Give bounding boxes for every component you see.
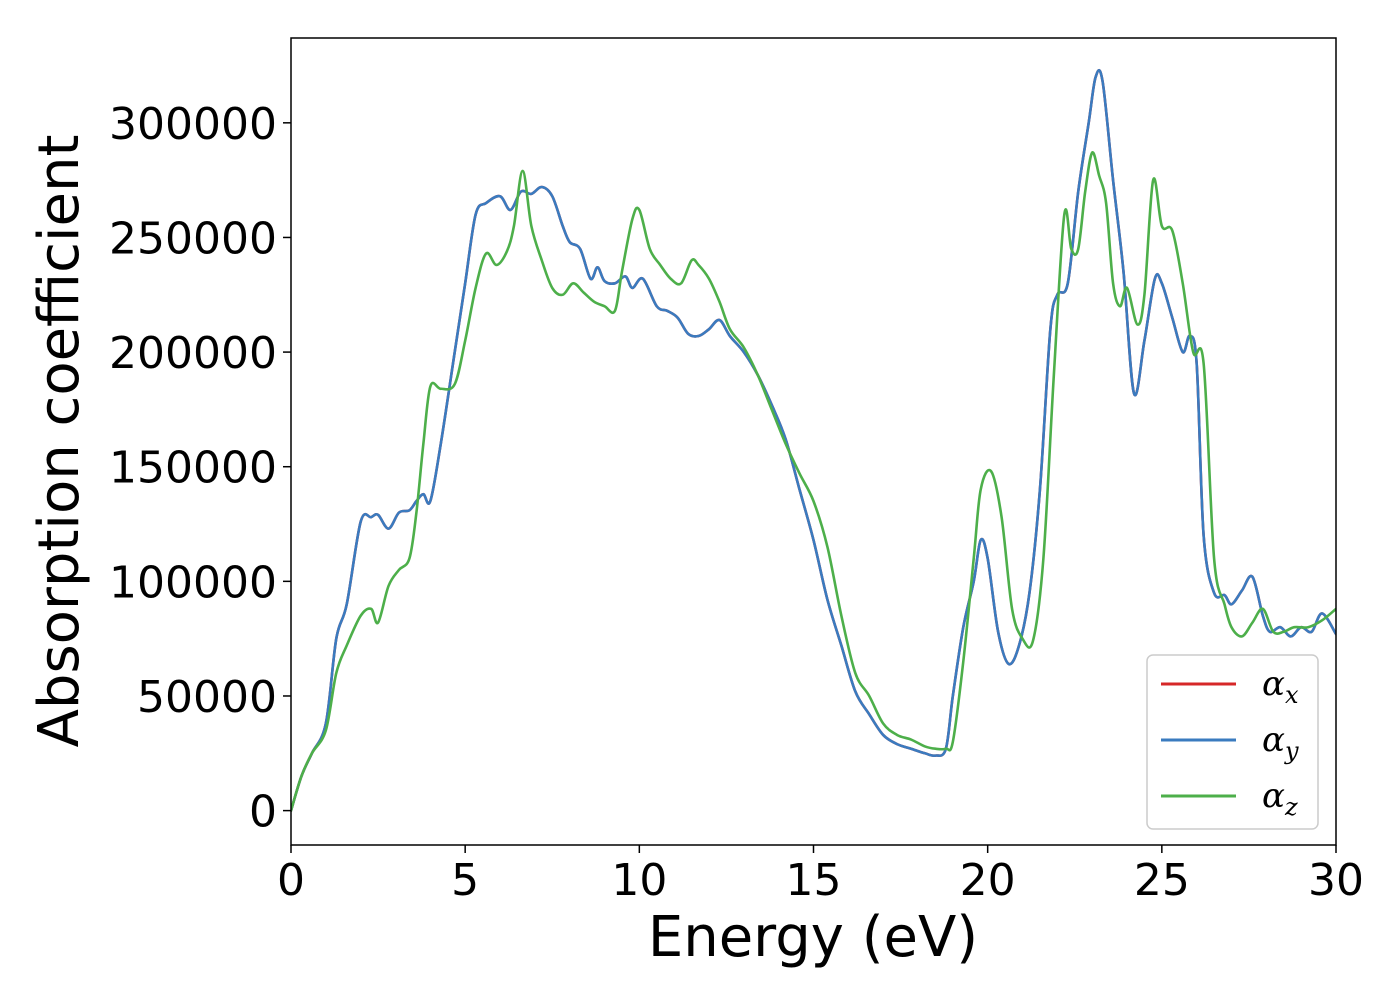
y-tick-label: 0 [249, 787, 277, 838]
x-tick-label: 0 [277, 855, 305, 906]
series-line-y [291, 68, 1336, 812]
legend: αx αy αz [1146, 654, 1319, 830]
y-tick-label: 300000 [109, 99, 277, 150]
y-axis-ticks: 0 50000 100000 150000 200000 250000 300000 [109, 99, 291, 838]
y-tick-label: 50000 [137, 672, 277, 723]
x-axis-ticks: 0 5 10 15 20 25 30 [277, 845, 1364, 906]
x-tick-label: 5 [451, 855, 479, 906]
y-tick-label: 100000 [109, 557, 277, 608]
x-tick-label: 25 [1134, 855, 1190, 906]
y-tick-label: 150000 [109, 443, 277, 494]
x-tick-label: 15 [786, 855, 842, 906]
x-tick-label: 30 [1308, 855, 1364, 906]
x-tick-label: 20 [960, 855, 1016, 906]
x-tick-label: 10 [611, 855, 667, 906]
series-layer [291, 68, 1336, 812]
x-axis-label: Energy (eV) [648, 905, 978, 970]
legend-label-x: αx [1262, 664, 1299, 709]
y-tick-label: 200000 [109, 328, 277, 379]
legend-label-z: αz [1262, 776, 1298, 821]
series-line-z [291, 151, 1336, 812]
y-tick-label: 250000 [109, 213, 277, 264]
legend-label-y: αy [1262, 720, 1299, 765]
legend-frame [1146, 654, 1319, 830]
y-axis-label: Absorption coefficient [27, 135, 92, 748]
